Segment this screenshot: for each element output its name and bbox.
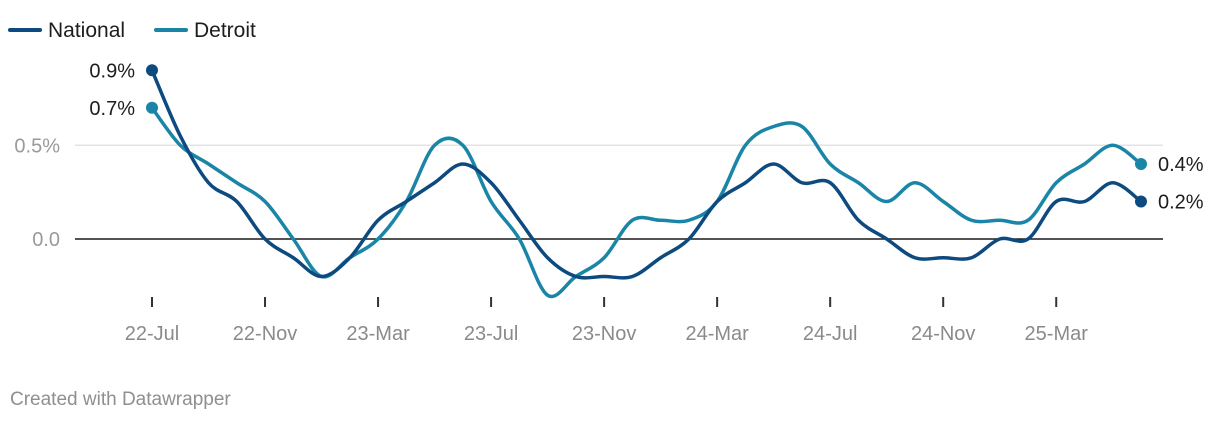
series-line-national bbox=[150, 68, 1143, 280]
end-point-detroit bbox=[1135, 158, 1147, 170]
gridlines bbox=[75, 144, 1163, 240]
x-tick-label: 24-Nov bbox=[911, 323, 975, 345]
legend-label-detroit: Detroit bbox=[194, 19, 256, 42]
y-tick-label: 0.5% bbox=[14, 135, 60, 157]
x-tick-label: 24-Mar bbox=[685, 323, 749, 345]
legend-label-national: National bbox=[48, 19, 125, 42]
legend: National Detroit bbox=[8, 19, 256, 42]
x-tick-label: 24-Jul bbox=[803, 323, 857, 345]
end-point-national bbox=[1135, 195, 1147, 208]
series-layer bbox=[146, 64, 1147, 299]
x-tick-label: 25-Mar bbox=[1025, 323, 1089, 345]
x-tick-label: 23-Nov bbox=[572, 323, 636, 345]
start-value-label-detroit: 0.7% bbox=[89, 98, 135, 120]
x-tick-label: 22-Jul bbox=[125, 323, 179, 345]
start-value-label-national: 0.9% bbox=[89, 60, 135, 82]
end-value-label-national: 0.2% bbox=[1158, 192, 1204, 214]
y-tick-label: 0.0 bbox=[32, 229, 60, 251]
x-axis: 22-Jul 22-Nov 23-Mar 23-Jul 23-Nov 24-Mar 24-J… bbox=[125, 297, 1088, 345]
x-tick-label: 23-Jul bbox=[464, 323, 518, 345]
y-axis: 0.5% 0.0 bbox=[14, 135, 60, 251]
start-point-detroit bbox=[146, 101, 158, 114]
line-chart: National Detroit 0.5% 0.0 22-Jul 22-Nov 23-M… bbox=[8, 19, 1204, 345]
x-tick-label: 22-Nov bbox=[233, 323, 297, 345]
footer-credit: Created with Datawrapper bbox=[10, 389, 231, 410]
end-value-label-detroit: 0.4% bbox=[1158, 154, 1204, 176]
value-labels: 0.7% 0.4% 0.9% 0.2% bbox=[89, 60, 1203, 213]
start-point-national bbox=[146, 64, 158, 77]
x-tick-label: 23-Mar bbox=[346, 323, 410, 345]
